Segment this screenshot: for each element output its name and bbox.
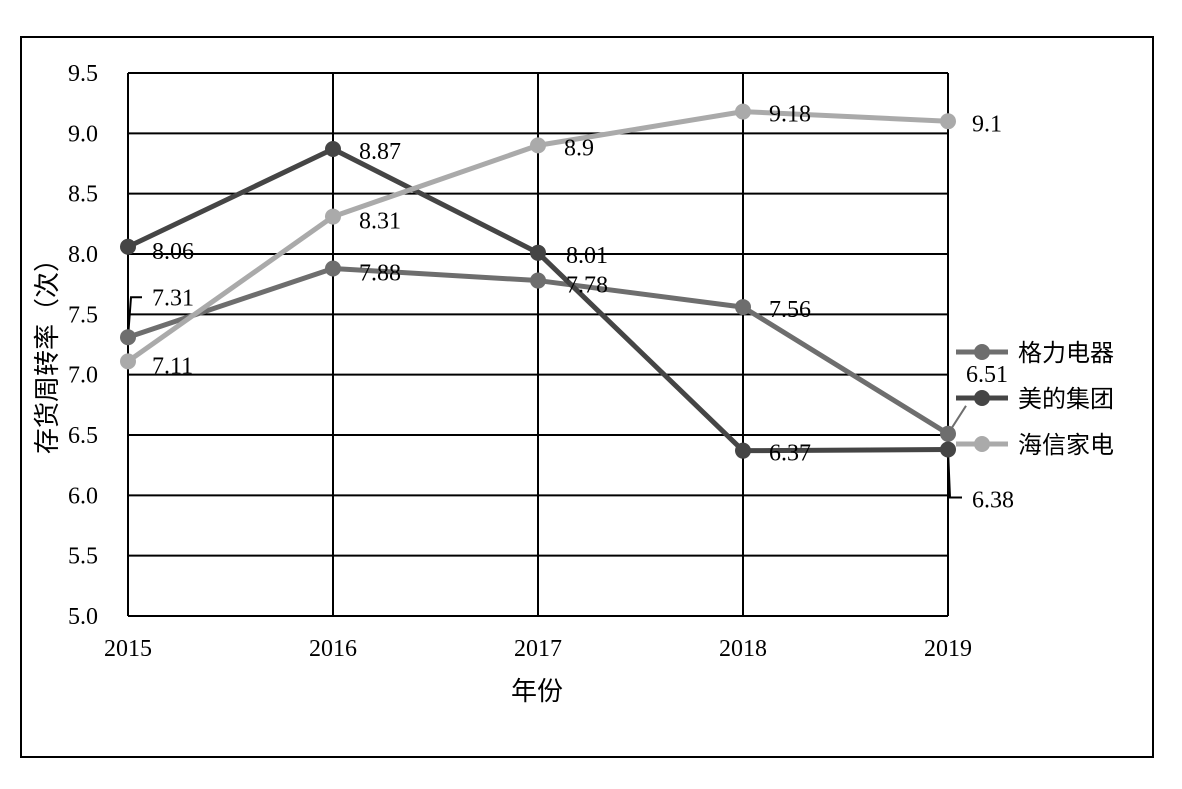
data-labels: 7.31 7.88 7.78 7.56 6.51 8.06 8.87 8.01 6.37 6.38… xyxy=(152,102,1014,514)
legend-label: 美的集团 xyxy=(1018,385,1114,413)
y-tick-label: 7.0 xyxy=(68,363,98,389)
label-leader-lines xyxy=(127,296,967,499)
data-point xyxy=(325,141,341,158)
data-label: 9.1 xyxy=(972,111,1002,137)
data-point xyxy=(735,442,751,459)
data-label: 8.9 xyxy=(564,135,594,161)
data-point xyxy=(735,299,751,316)
y-tick-label: 6.0 xyxy=(68,483,98,509)
legend-swatch-marker xyxy=(974,390,990,406)
data-point xyxy=(325,260,341,277)
y-tick-labels: 5.0 5.5 6.0 6.5 7.0 7.5 8.0 8.5 9.0 9.5 xyxy=(68,61,98,630)
data-point xyxy=(940,441,956,458)
grid-lines xyxy=(127,72,949,617)
x-tick-label: 2017 xyxy=(514,636,562,662)
data-label: 7.56 xyxy=(769,297,811,323)
y-tick-label: 5.5 xyxy=(68,544,98,570)
data-label: 7.78 xyxy=(566,273,608,299)
x-tick-labels: 2015 2016 2017 2018 2019 xyxy=(104,636,972,662)
legend-label: 格力电器 xyxy=(1018,339,1114,367)
series-points xyxy=(120,103,956,459)
data-point xyxy=(120,238,136,255)
data-label: 8.87 xyxy=(359,139,401,165)
x-axis-title: 年份 xyxy=(511,677,563,707)
data-point xyxy=(735,103,751,120)
data-point xyxy=(940,113,956,130)
y-axis-title: 存货周转率（次） xyxy=(33,246,63,454)
data-label: 6.38 xyxy=(972,487,1014,513)
x-tick-label: 2015 xyxy=(104,636,152,662)
data-point xyxy=(120,353,136,370)
data-point xyxy=(940,425,956,442)
x-tick-label: 2019 xyxy=(924,636,972,662)
data-label: 8.06 xyxy=(152,239,194,265)
legend-swatch-marker xyxy=(974,436,990,452)
legend-swatch-marker xyxy=(974,344,990,360)
leader-line xyxy=(947,449,962,499)
x-tick-label: 2018 xyxy=(719,636,767,662)
y-tick-label: 7.5 xyxy=(68,302,98,328)
leader-line xyxy=(127,296,142,338)
y-tick-label: 5.0 xyxy=(68,604,98,630)
y-tick-label: 8.5 xyxy=(68,182,98,208)
data-label: 9.18 xyxy=(769,102,811,128)
data-label: 8.31 xyxy=(359,209,401,235)
data-label: 7.11 xyxy=(152,353,193,379)
data-label: 7.88 xyxy=(359,260,401,286)
y-tick-label: 9.5 xyxy=(68,61,98,87)
data-label: 8.01 xyxy=(566,243,608,269)
y-tick-label: 6.5 xyxy=(68,423,98,449)
data-point xyxy=(530,137,546,154)
y-tick-label: 8.0 xyxy=(68,242,98,268)
legend-label: 海信家电 xyxy=(1018,431,1114,459)
data-point xyxy=(530,244,546,261)
x-tick-label: 2016 xyxy=(309,636,357,662)
data-point xyxy=(120,329,136,346)
y-tick-label: 9.0 xyxy=(68,121,98,147)
data-point xyxy=(530,272,546,289)
data-label: 7.31 xyxy=(152,285,194,311)
data-label: 6.51 xyxy=(966,362,1008,388)
data-label: 6.37 xyxy=(769,441,811,467)
data-point xyxy=(325,208,341,225)
